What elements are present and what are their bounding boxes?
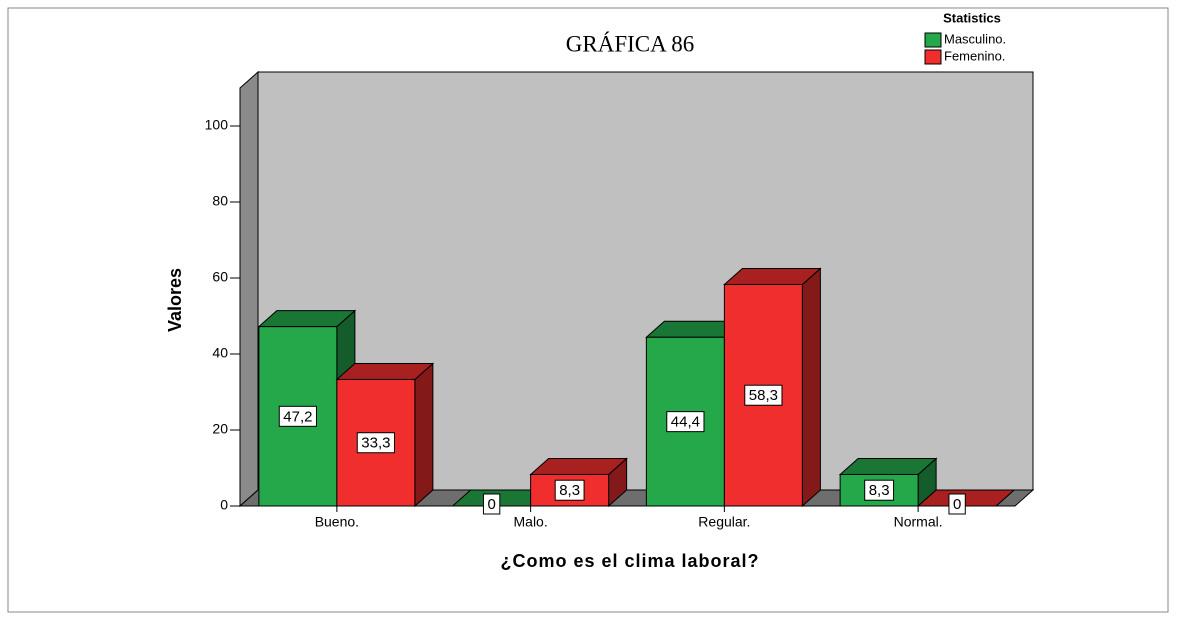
- y-axis-label: Valores: [165, 268, 185, 332]
- value-label: 0: [953, 496, 961, 513]
- x-tick-label: Malo.: [514, 514, 548, 530]
- value-label: 58,3: [749, 387, 778, 404]
- legend-label: Femenino.: [944, 48, 1005, 63]
- y-tick-label: 20: [212, 421, 228, 437]
- value-label: 47,2: [283, 408, 312, 425]
- value-label-box: [744, 384, 783, 406]
- value-label-box: [666, 411, 705, 433]
- value-label-box: [356, 432, 395, 454]
- value-label-box: [864, 479, 895, 501]
- legend-label: Masculino.: [944, 31, 1006, 46]
- legend-title: Statistics: [943, 10, 1001, 25]
- value-label: 8,3: [559, 482, 580, 499]
- bar: [916, 489, 1016, 507]
- side-wall: [239, 70, 259, 508]
- value-label: 0: [487, 496, 495, 513]
- value-label: 44,4: [671, 414, 700, 431]
- bar-top: [916, 489, 1016, 507]
- x-axis-label: ¿Como es el clima laboral?: [500, 551, 759, 571]
- y-tick-label: 80: [212, 193, 228, 209]
- bar-side: [414, 362, 434, 508]
- x-tick-label: Bueno.: [315, 514, 359, 530]
- value-label: 8,3: [869, 482, 890, 499]
- value-label-box: [948, 493, 966, 515]
- bar-side: [801, 267, 821, 508]
- x-tick-label: Regular.: [698, 514, 750, 530]
- y-tick-label: 0: [220, 497, 228, 513]
- legend-swatch: [924, 32, 942, 48]
- y-tick-label: 40: [212, 345, 228, 361]
- value-label-box: [278, 405, 317, 427]
- y-tick-label: 100: [205, 117, 229, 133]
- value-label: 33,3: [361, 435, 390, 452]
- chart-title: GRÁFICA 86: [566, 31, 694, 56]
- legend-swatch: [924, 49, 942, 65]
- value-label-box: [482, 493, 501, 515]
- y-tick-label: 60: [212, 269, 228, 285]
- value-label-box: [554, 479, 585, 501]
- x-tick-label: Normal.: [894, 514, 943, 530]
